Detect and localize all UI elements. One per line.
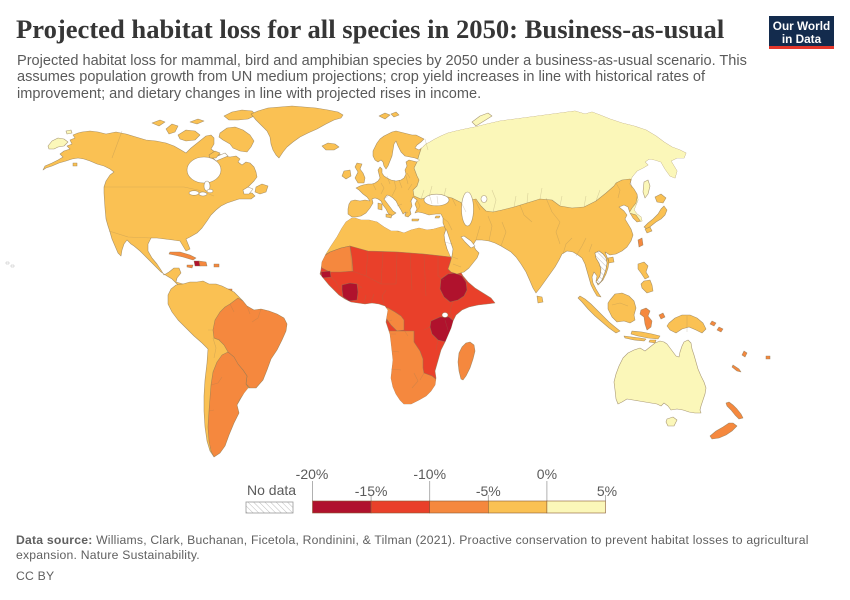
svg-text:-20%: -20% [296,466,329,482]
svg-text:0%: 0% [537,466,557,482]
svg-text:5%: 5% [597,483,617,499]
svg-text:-5%: -5% [476,483,501,499]
svg-text:No data: No data [247,482,296,498]
svg-text:-15%: -15% [355,483,388,499]
svg-text:-10%: -10% [413,466,446,482]
